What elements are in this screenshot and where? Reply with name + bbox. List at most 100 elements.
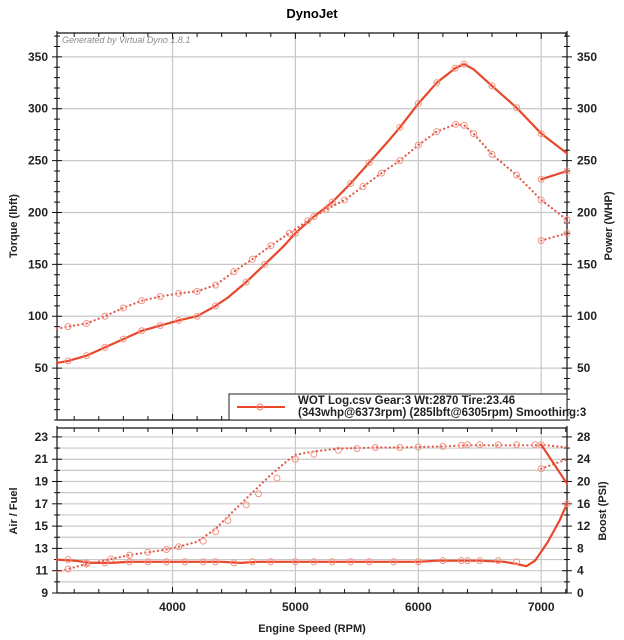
data-point-marker: [138, 327, 146, 335]
data-point-marker: [353, 445, 361, 453]
data-point-marker: [414, 443, 422, 451]
data-point-marker: [463, 557, 471, 565]
y2-tick-label: 24: [577, 452, 591, 466]
data-point-marker: [396, 157, 404, 165]
data-point-marker: [513, 558, 521, 566]
data-point-marker: [64, 556, 72, 564]
data-point-marker: [563, 500, 571, 508]
data-point-marker: [126, 558, 134, 566]
data-point-marker: [537, 465, 545, 473]
data-point-marker: [82, 320, 90, 328]
y2-tick-label: 300: [577, 102, 597, 116]
y2-tick-label: 150: [577, 257, 597, 271]
data-point-marker: [341, 196, 349, 204]
data-point-marker: [365, 558, 373, 566]
y-tick-label: 23: [35, 430, 49, 444]
data-point-marker: [347, 179, 355, 187]
data-point-marker: [193, 312, 201, 320]
data-point-marker: [82, 352, 90, 360]
watermark: Generated by Virtual Dyno 1.8.1: [62, 35, 190, 45]
y2-tick-label: 250: [577, 154, 597, 168]
chart-title: DynoJet: [286, 6, 338, 21]
data-point-marker: [119, 304, 127, 312]
data-point-marker: [212, 528, 220, 536]
data-point-marker: [537, 237, 545, 245]
data-point-marker: [156, 322, 164, 330]
data-point-marker: [310, 213, 318, 221]
data-point-marker: [322, 205, 330, 213]
data-point-marker: [377, 169, 385, 177]
data-point-marker: [162, 546, 170, 554]
y-tick-label: 150: [28, 257, 48, 271]
data-point-marker: [359, 183, 367, 191]
data-point-marker: [181, 558, 189, 566]
data-point-marker: [494, 441, 502, 449]
y-tick-label: 9: [41, 586, 48, 600]
data-point-marker: [242, 501, 250, 509]
data-point-marker: [494, 557, 502, 565]
data-point-marker: [107, 555, 115, 563]
data-point-marker: [328, 558, 336, 566]
data-point-marker: [334, 446, 342, 454]
data-point-marker: [347, 558, 355, 566]
x-axis-label: Engine Speed (RPM): [258, 623, 366, 635]
y-tick-label: 300: [28, 102, 48, 116]
legend-marker-swatch: [256, 403, 264, 411]
afr-boost-plot: 9 11 13 15 17 19 21 23 0 4 8 12 16 20 24 28 4000 5000 6000…: [35, 426, 591, 614]
data-point-marker: [563, 167, 571, 175]
data-point-marker: [460, 60, 468, 68]
x-tick-label: 6000: [405, 600, 432, 614]
data-point-marker: [452, 120, 460, 128]
y-tick-label: 50: [35, 361, 49, 375]
y-tick-label: 11: [35, 564, 48, 578]
data-point-marker: [291, 455, 299, 463]
data-point-marker: [248, 255, 256, 263]
data-point-marker: [138, 297, 146, 305]
y2-tick-label: 20: [577, 475, 591, 489]
data-point-marker: [310, 450, 318, 458]
y-tick-label: 200: [28, 205, 48, 219]
series-line-air-fuel: [55, 502, 569, 568]
data-point-marker: [414, 141, 422, 149]
data-point-marker: [310, 558, 318, 566]
data-point-marker: [101, 343, 109, 351]
x-tick-label: 4000: [159, 600, 186, 614]
data-point-marker: [144, 548, 152, 556]
data-point-marker: [119, 335, 127, 343]
data-point-marker: [248, 558, 256, 566]
data-point-marker: [64, 565, 72, 573]
legend-line-2: (343whp@6373rpm) (285lbft@6305rpm) Smoot…: [298, 407, 586, 419]
data-point-marker: [82, 560, 90, 568]
data-point-marker: [101, 312, 109, 320]
y2-tick-label: 28: [577, 430, 591, 444]
y2-axis-label-boost: Boost (PSI): [597, 481, 609, 541]
data-point-marker: [537, 175, 545, 183]
data-point-marker: [563, 229, 571, 237]
data-point-marker: [537, 196, 545, 204]
data-point-marker: [156, 293, 164, 301]
data-point-marker: [304, 217, 312, 225]
data-point-marker: [390, 558, 398, 566]
y2-tick-label: 12: [577, 519, 591, 533]
y-tick-label: 100: [28, 309, 48, 323]
data-point-marker: [433, 128, 441, 136]
y-tick-label: 17: [35, 497, 49, 511]
data-point-marker: [396, 123, 404, 131]
data-point-marker: [513, 171, 521, 179]
data-point-marker: [175, 289, 183, 297]
data-point-marker: [267, 558, 275, 566]
data-point-marker: [476, 557, 484, 565]
y-tick-label: 250: [28, 154, 48, 168]
series-line-torque-lbft-: [55, 123, 569, 330]
data-point-marker: [267, 242, 275, 250]
legend: WOT Log.csv Gear:3 Wt:2870 Tire:23.46 (3…: [228, 393, 586, 421]
y2-tick-label: 16: [577, 497, 591, 511]
series-line-boost-psi-: [55, 443, 569, 573]
data-point-marker: [470, 130, 478, 138]
x-tick-label: 5000: [282, 600, 309, 614]
y2-tick-label: 100: [577, 309, 597, 323]
data-point-marker: [451, 64, 459, 72]
data-point-marker: [242, 278, 250, 286]
data-point-marker: [64, 357, 72, 365]
